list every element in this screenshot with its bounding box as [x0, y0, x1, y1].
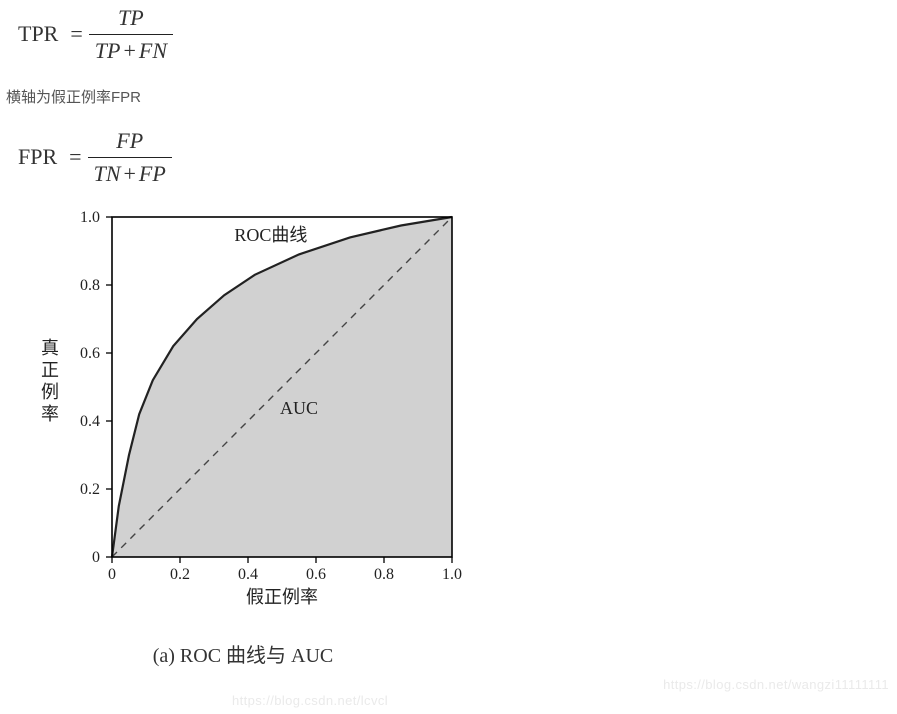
roc-xtick-label-1: 0.2 [170, 566, 190, 583]
roc-y-axis-title-char-0: 真 [41, 338, 59, 358]
roc-y-axis-title-char-3: 率 [41, 404, 59, 424]
roc-ytick-label-2: 0.4 [80, 413, 100, 430]
body-text-fpr-desc: 横轴为假正例率FPR [0, 86, 897, 107]
formula-tpr-eq: = [70, 21, 82, 47]
roc-xtick-label-4: 0.8 [374, 566, 394, 583]
roc-chart-container: 0 0.2 0.4 0.6 0.8 1.0 0 0.2 0.4 0.6 0.8 1.0 假正例率 真正例率… [20, 205, 897, 668]
roc-curve-label: ROC曲线 [234, 225, 307, 245]
formula-tpr-lhs: TPR [18, 21, 58, 47]
formula-tpr-fraction: TP TP+FN [89, 4, 173, 64]
roc-auc-label: AUC [280, 398, 318, 418]
roc-chart-svg: 0 0.2 0.4 0.6 0.8 1.0 0 0.2 0.4 0.6 0.8 1.0 假正例率 真正例率… [20, 205, 466, 635]
roc-ytick-label-5: 1.0 [80, 209, 100, 226]
formula-fpr: FPR = FP TN+FP [0, 127, 897, 187]
formula-fpr-numerator: FP [110, 127, 149, 157]
formula-tpr-denominator: TP+FN [89, 34, 173, 65]
roc-xtick-label-0: 0 [108, 566, 116, 583]
formula-tpr: TPR = TP TP+FN [0, 4, 897, 64]
formula-fpr-denominator: TN+FP [88, 157, 172, 188]
watermark-2: https://blog.csdn.net/wangzi11111111 [663, 677, 889, 692]
formula-fpr-lhs: FPR [18, 144, 57, 170]
roc-xtick-label-5: 1.0 [442, 566, 462, 583]
watermark-1: https://blog.csdn.net/lcvcl [232, 693, 388, 708]
roc-ytick-label-0: 0 [92, 549, 100, 566]
formula-fpr-eq: = [69, 144, 81, 170]
formula-tpr-numerator: TP [112, 4, 150, 34]
roc-y-axis-title-char-2: 例 [41, 382, 59, 402]
formula-fpr-fraction: FP TN+FP [88, 127, 172, 187]
roc-y-axis-title-char-1: 正 [41, 360, 59, 380]
roc-x-axis-title: 假正例率 [246, 587, 318, 607]
roc-ytick-label-1: 0.2 [80, 481, 100, 498]
roc-xtick-label-2: 0.4 [238, 566, 258, 583]
roc-xtick-label-3: 0.6 [306, 566, 326, 583]
roc-chart-caption: (a) ROC 曲线与 AUC [20, 639, 466, 668]
roc-ytick-label-4: 0.8 [80, 277, 100, 294]
roc-ytick-label-3: 0.6 [80, 345, 100, 362]
